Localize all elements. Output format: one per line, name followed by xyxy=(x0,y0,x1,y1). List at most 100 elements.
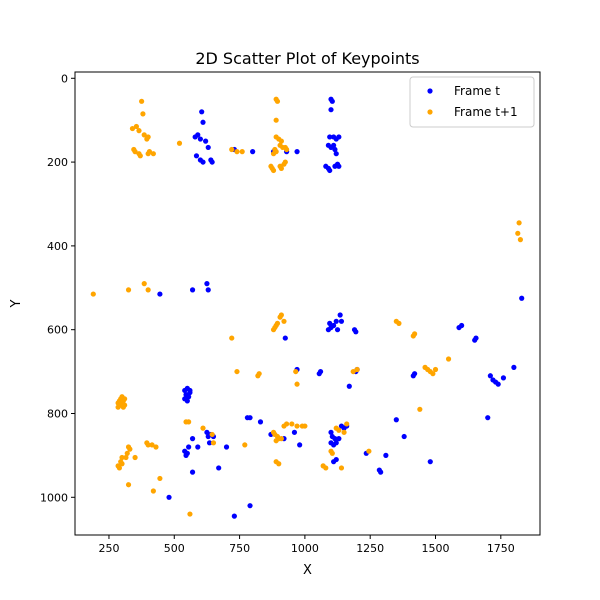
point-frame-t1-1 xyxy=(140,111,146,117)
point-frame-t1-107 xyxy=(366,448,372,454)
point-frame-t-4 xyxy=(197,136,203,142)
point-frame-t-57 xyxy=(346,383,352,389)
point-frame-t1-0 xyxy=(139,98,145,104)
x-tick-label-1: 500 xyxy=(164,542,185,555)
point-frame-t-26 xyxy=(331,142,337,148)
point-frame-t-46 xyxy=(337,312,343,318)
point-frame-t-98 xyxy=(328,429,334,435)
point-frame-t1-9 xyxy=(132,149,138,155)
point-frame-t-9 xyxy=(200,159,206,165)
point-frame-t1-41 xyxy=(141,281,147,287)
y-axis-label: Y xyxy=(9,299,24,308)
legend-label-1: Frame t+1 xyxy=(454,105,518,119)
point-frame-t1-97 xyxy=(289,421,295,427)
point-frame-t1-52 xyxy=(281,318,287,324)
point-frame-t-80 xyxy=(183,452,189,458)
point-frame-t1-2 xyxy=(129,125,136,132)
point-frame-t1-71 xyxy=(417,406,423,412)
y-tick-label-3: 600 xyxy=(47,324,68,337)
point-frame-t-31 xyxy=(327,167,333,174)
point-frame-t-36 xyxy=(189,287,196,293)
point-frame-t1-59 xyxy=(350,368,356,375)
point-frame-t-76 xyxy=(187,389,193,396)
point-frame-t-81 xyxy=(189,436,196,442)
point-frame-t-92 xyxy=(247,415,253,421)
point-frame-t1-5 xyxy=(141,132,147,138)
point-frame-t-13 xyxy=(250,149,256,155)
point-frame-t-63 xyxy=(519,295,525,301)
point-frame-t1-122 xyxy=(116,465,123,471)
point-frame-t-64 xyxy=(487,373,493,379)
point-frame-t1-125 xyxy=(149,442,155,448)
point-frame-t1-60 xyxy=(354,366,360,373)
point-frame-t1-27 xyxy=(270,151,277,157)
point-frame-t-114 xyxy=(393,417,399,423)
point-frame-t1-58 xyxy=(294,381,300,387)
point-frame-t-118 xyxy=(166,494,172,500)
y-tick-label-1: 200 xyxy=(47,156,68,169)
point-frame-t1-87 xyxy=(210,440,217,446)
point-frame-t-93 xyxy=(257,419,264,425)
point-frame-t-42 xyxy=(325,327,331,333)
y-tick-label-0: 0 xyxy=(61,72,68,85)
point-frame-t1-70 xyxy=(445,356,452,362)
point-frame-t-115 xyxy=(401,433,407,440)
x-tick-label-2: 750 xyxy=(229,542,250,555)
point-frame-t-62 xyxy=(511,364,517,370)
point-frame-t-35 xyxy=(157,291,163,297)
point-frame-t1-85 xyxy=(200,425,206,431)
point-frame-t1-57 xyxy=(293,368,299,375)
point-frame-t-89 xyxy=(216,465,222,471)
point-frame-t-39 xyxy=(282,335,288,341)
point-frame-t-49 xyxy=(353,329,359,335)
x-tick-label-6: 1750 xyxy=(487,542,515,555)
point-frame-t1-31 xyxy=(284,146,290,153)
point-frame-t1-7 xyxy=(145,134,151,140)
point-frame-t-0 xyxy=(199,109,205,115)
point-frame-t-90 xyxy=(223,444,230,450)
point-frame-t1-86 xyxy=(209,431,215,438)
point-frame-t1-102 xyxy=(336,427,342,433)
point-frame-t1-13 xyxy=(146,149,153,155)
point-frame-t1-128 xyxy=(125,482,132,488)
point-frame-t1-49 xyxy=(274,320,281,326)
point-frame-t1-20 xyxy=(274,98,281,104)
point-frame-t1-127 xyxy=(157,475,163,482)
point-frame-t1-81 xyxy=(120,404,126,410)
point-frame-t1-94 xyxy=(278,436,284,442)
point-frame-t1-124 xyxy=(145,442,151,448)
point-frame-t1-103 xyxy=(341,429,347,435)
x-axis-ticks: 250 500 750 1000 1250 1500 1750 xyxy=(98,535,515,555)
point-frame-t-117 xyxy=(485,415,491,421)
point-frame-t-19 xyxy=(328,107,334,113)
y-axis-ticks: 0 200 400 600 800 1000 xyxy=(40,72,75,504)
point-frame-t-16 xyxy=(294,149,300,155)
point-frame-t1-129 xyxy=(150,488,156,494)
chart-title: 2D Scatter Plot of Keypoints xyxy=(195,49,419,68)
point-frame-t-37 xyxy=(204,281,210,287)
point-frame-t1-14 xyxy=(150,151,156,157)
point-frame-t-119 xyxy=(231,513,237,519)
x-axis-label: X xyxy=(303,563,312,578)
point-frame-t-20 xyxy=(327,134,333,140)
point-frame-t1-82 xyxy=(115,404,121,410)
x-tick-label-5: 1500 xyxy=(422,542,450,555)
point-frame-t-83 xyxy=(204,429,210,435)
point-frame-t1-79 xyxy=(119,394,125,400)
point-frame-t1-45 xyxy=(517,237,524,243)
legend-marker-0 xyxy=(427,88,433,94)
point-frame-t-88 xyxy=(189,469,196,475)
point-frame-t-97 xyxy=(297,442,303,448)
point-frame-t1-24 xyxy=(278,138,284,144)
point-frame-t-51 xyxy=(456,324,462,331)
point-frame-t-45 xyxy=(334,327,341,333)
point-frame-t-38 xyxy=(205,287,211,293)
legend-marker-1 xyxy=(427,109,433,115)
point-frame-t1-104 xyxy=(344,421,350,427)
point-frame-t1-93 xyxy=(273,438,279,444)
point-frame-t-5 xyxy=(203,138,209,144)
point-frame-t-112 xyxy=(378,469,384,475)
point-frame-t-73 xyxy=(186,394,192,400)
point-frame-t1-126 xyxy=(153,444,159,450)
